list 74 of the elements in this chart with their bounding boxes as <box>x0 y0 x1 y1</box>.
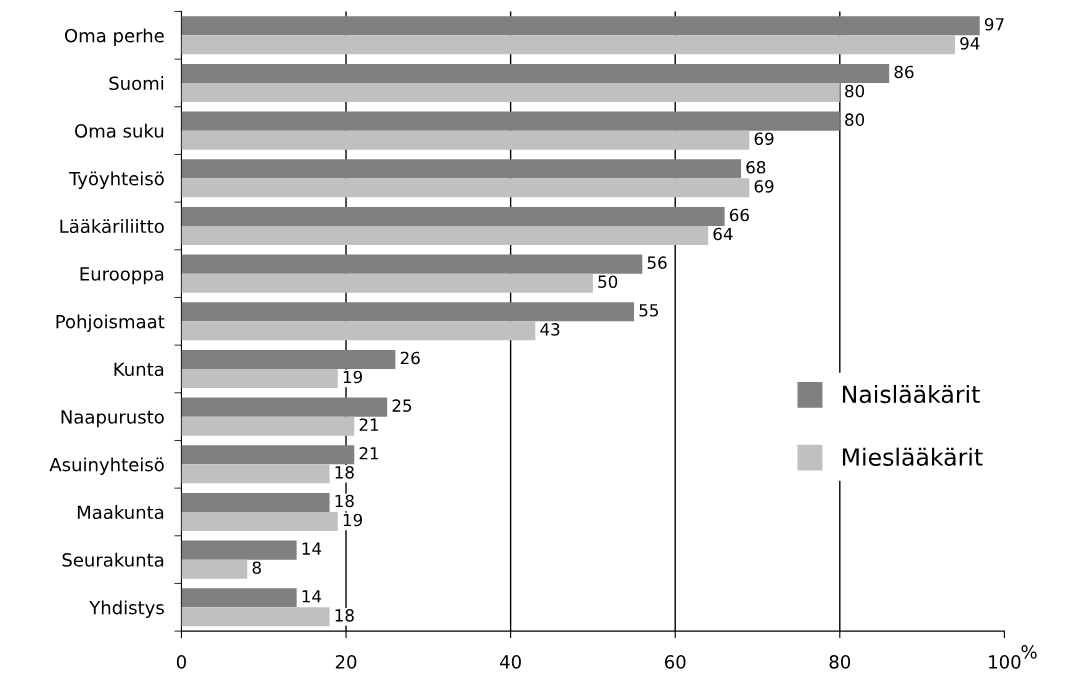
bar <box>181 464 330 484</box>
x-tick-label: 20 <box>335 655 357 669</box>
data-label: 80 <box>845 113 865 126</box>
y-tick-label: Yhdistys <box>89 600 164 618</box>
bar <box>181 607 330 627</box>
bar <box>181 559 248 579</box>
data-label: 50 <box>598 275 618 288</box>
data-label: 19 <box>343 513 363 527</box>
bar <box>181 416 355 436</box>
data-label: 69 <box>754 132 774 146</box>
bar <box>181 445 355 465</box>
data-label: 86 <box>894 65 914 79</box>
data-label: 25 <box>392 399 412 412</box>
x-tick-label: 80 <box>829 655 851 669</box>
bar <box>181 511 338 532</box>
y-tick-label: Asuinyhteisö <box>49 457 164 475</box>
data-label: 68 <box>746 161 766 174</box>
x-tick-label: 0 <box>176 655 186 669</box>
bar <box>181 349 396 369</box>
bar <box>181 206 725 226</box>
data-label: 97 <box>984 18 1004 31</box>
y-tick-label: Maakunta <box>77 505 164 520</box>
bar <box>181 111 840 131</box>
bar <box>181 63 890 83</box>
y-tick-label: Naapurusto <box>61 410 164 428</box>
y-tick-label: Työyhteisö <box>68 171 164 189</box>
data-label: 18 <box>335 609 354 622</box>
bar <box>181 35 956 55</box>
bar <box>181 16 980 36</box>
data-label: 8 <box>252 561 261 574</box>
data-label: 55 <box>639 304 658 317</box>
bar <box>181 130 750 150</box>
bar <box>181 492 330 512</box>
data-label: 21 <box>359 446 379 460</box>
data-label: 43 <box>540 323 560 336</box>
data-label: 14 <box>302 590 322 603</box>
y-tick-label: Oma perhe <box>64 28 164 46</box>
y-tick-label: Suomi <box>109 76 164 91</box>
x-tick-label: 100 <box>989 655 1021 669</box>
y-tick-label: Seurakunta <box>62 552 164 567</box>
data-label: 56 <box>647 256 667 269</box>
data-label: 21 <box>359 418 379 431</box>
x-tick-label: 60 <box>664 655 686 669</box>
bar <box>181 82 840 103</box>
bar <box>181 178 750 198</box>
data-label: 80 <box>845 84 865 98</box>
bar <box>181 397 388 417</box>
legend-label: Mieslääkärit <box>842 447 983 466</box>
data-label: 19 <box>343 370 363 384</box>
bar <box>181 273 593 293</box>
data-label: 18 <box>335 494 354 508</box>
bar <box>181 321 536 341</box>
y-tick-label: Kunta <box>114 362 164 377</box>
data-label: 64 <box>713 227 733 241</box>
data-label: 26 <box>400 351 420 365</box>
bar <box>181 540 297 560</box>
data-label: 94 <box>960 37 980 50</box>
x-tick-label: 40 <box>500 655 521 669</box>
data-label: 14 <box>302 542 322 555</box>
data-label: 18 <box>335 466 354 479</box>
y-tick-label: Eurooppa <box>80 267 164 285</box>
legend-label: Naislääkärit <box>842 384 980 404</box>
bar <box>181 254 643 274</box>
y-tick-label: Lääkäriliitto <box>60 219 164 234</box>
bar <box>181 302 635 322</box>
bar <box>181 225 709 246</box>
y-tick-label: Oma suku <box>75 123 164 138</box>
data-label: 69 <box>754 180 774 193</box>
x-axis-title: % <box>1021 645 1037 659</box>
bar <box>181 159 742 179</box>
data-label: 66 <box>729 208 749 222</box>
bar <box>181 588 297 608</box>
y-tick-label: Pohjoismaat <box>56 314 165 332</box>
bar <box>181 368 338 389</box>
